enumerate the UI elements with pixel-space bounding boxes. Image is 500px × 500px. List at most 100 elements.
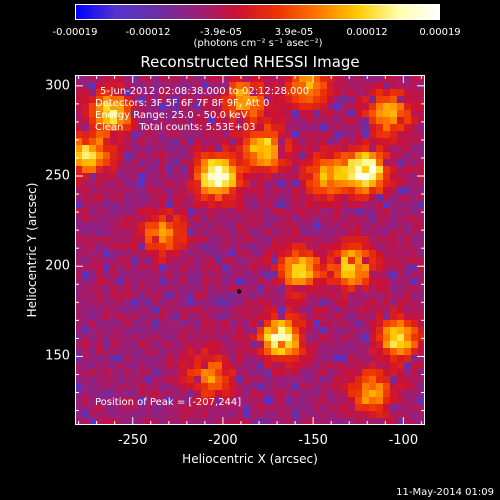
heatmap-cell: [187, 229, 195, 237]
heatmap-cell: [250, 103, 258, 111]
heatmap-cell: [145, 397, 153, 405]
heatmap-cell: [411, 159, 419, 167]
heatmap-cell: [397, 404, 405, 412]
heatmap-cell: [166, 285, 174, 293]
heatmap-cell: [285, 362, 293, 370]
heatmap-cell: [110, 194, 118, 202]
heatmap-cell: [152, 166, 160, 174]
colorbar-tick-label: 0.00019: [419, 27, 461, 38]
heatmap-cell: [341, 194, 349, 202]
heatmap-cell: [229, 362, 237, 370]
heatmap-cell: [390, 117, 398, 125]
heatmap-cell: [341, 320, 349, 328]
heatmap-cell: [271, 306, 279, 314]
heatmap-cell: [243, 152, 251, 160]
heatmap-cell: [397, 250, 405, 258]
heatmap-cell: [278, 341, 286, 349]
heatmap-cell: [341, 383, 349, 391]
heatmap-cell: [383, 404, 391, 412]
heatmap-cell: [362, 187, 370, 195]
heatmap-cell: [187, 264, 195, 272]
heatmap-cell: [271, 75, 279, 83]
heatmap-cell: [313, 299, 321, 307]
heatmap-cell: [383, 327, 391, 335]
heatmap-cell: [320, 187, 328, 195]
heatmap-cell: [292, 243, 300, 251]
heatmap-cell: [117, 264, 125, 272]
heatmap-cell: [264, 159, 272, 167]
heatmap-cell: [404, 173, 412, 181]
heatmap-cell: [320, 110, 328, 118]
heatmap-cell: [271, 320, 279, 328]
heatmap-cell: [215, 187, 223, 195]
heatmap-cell: [145, 201, 153, 209]
heatmap-cell: [159, 180, 167, 188]
heatmap-cell: [411, 250, 419, 258]
heatmap-cell: [355, 152, 363, 160]
heatmap-cell: [383, 362, 391, 370]
heatmap-cell: [313, 236, 321, 244]
heatmap-cell: [180, 194, 188, 202]
heatmap-cell: [82, 285, 90, 293]
heatmap-cell: [418, 229, 425, 237]
heatmap-cell: [75, 229, 83, 237]
heatmap-cell: [89, 355, 97, 363]
heatmap-cell: [96, 138, 104, 146]
heatmap-cell: [264, 138, 272, 146]
heatmap-cell: [257, 117, 265, 125]
heatmap-cell: [418, 187, 425, 195]
heatmap-cell: [348, 117, 356, 125]
heatmap-cell: [411, 152, 419, 160]
heatmap-cell: [376, 110, 384, 118]
heatmap-cell: [215, 313, 223, 321]
heatmap-cell: [299, 215, 307, 223]
heatmap-cell: [418, 320, 425, 328]
heatmap-cell: [362, 369, 370, 377]
heatmap-cell: [320, 355, 328, 363]
heatmap-cell: [222, 103, 230, 111]
heatmap-cell: [285, 334, 293, 342]
heatmap-cell: [348, 334, 356, 342]
heatmap-cell: [75, 187, 83, 195]
x-tick-label: -250: [117, 433, 148, 448]
heatmap-cell: [75, 215, 83, 223]
heatmap-cell: [229, 334, 237, 342]
heatmap-cell: [327, 110, 335, 118]
heatmap-cell: [418, 166, 425, 174]
heatmap-cell: [327, 369, 335, 377]
heatmap-cell: [152, 299, 160, 307]
heatmap-cell: [278, 243, 286, 251]
heatmap-cell: [103, 383, 111, 391]
heatmap-cell: [124, 229, 132, 237]
heatmap-cell: [243, 194, 251, 202]
heatmap-cell: [124, 82, 132, 90]
heatmap-cell: [222, 418, 230, 425]
heatmap-cell: [131, 117, 139, 125]
heatmap-cell: [82, 362, 90, 370]
heatmap-cell: [264, 383, 272, 391]
heatmap-cell: [159, 404, 167, 412]
heatmap-cell: [145, 187, 153, 195]
heatmap-cell: [173, 152, 181, 160]
heatmap-cell: [131, 313, 139, 321]
heatmap-cell: [271, 187, 279, 195]
heatmap-cell: [320, 383, 328, 391]
heatmap-cell: [348, 320, 356, 328]
heatmap-cell: [103, 390, 111, 398]
heatmap-cell: [264, 166, 272, 174]
heatmap-cell: [299, 320, 307, 328]
heatmap-cell: [383, 187, 391, 195]
heatmap-cell: [418, 194, 425, 202]
heatmap-cell: [222, 229, 230, 237]
heatmap-cell: [397, 82, 405, 90]
heatmap-cell: [278, 201, 286, 209]
heatmap-cell: [180, 397, 188, 405]
heatmap-cell: [278, 264, 286, 272]
heatmap-cell: [327, 320, 335, 328]
heatmap-cell: [117, 355, 125, 363]
heatmap-cell: [257, 243, 265, 251]
heatmap-cell: [271, 117, 279, 125]
heatmap-cell: [145, 299, 153, 307]
heatmap-cell: [194, 103, 202, 111]
heatmap-cell: [320, 243, 328, 251]
